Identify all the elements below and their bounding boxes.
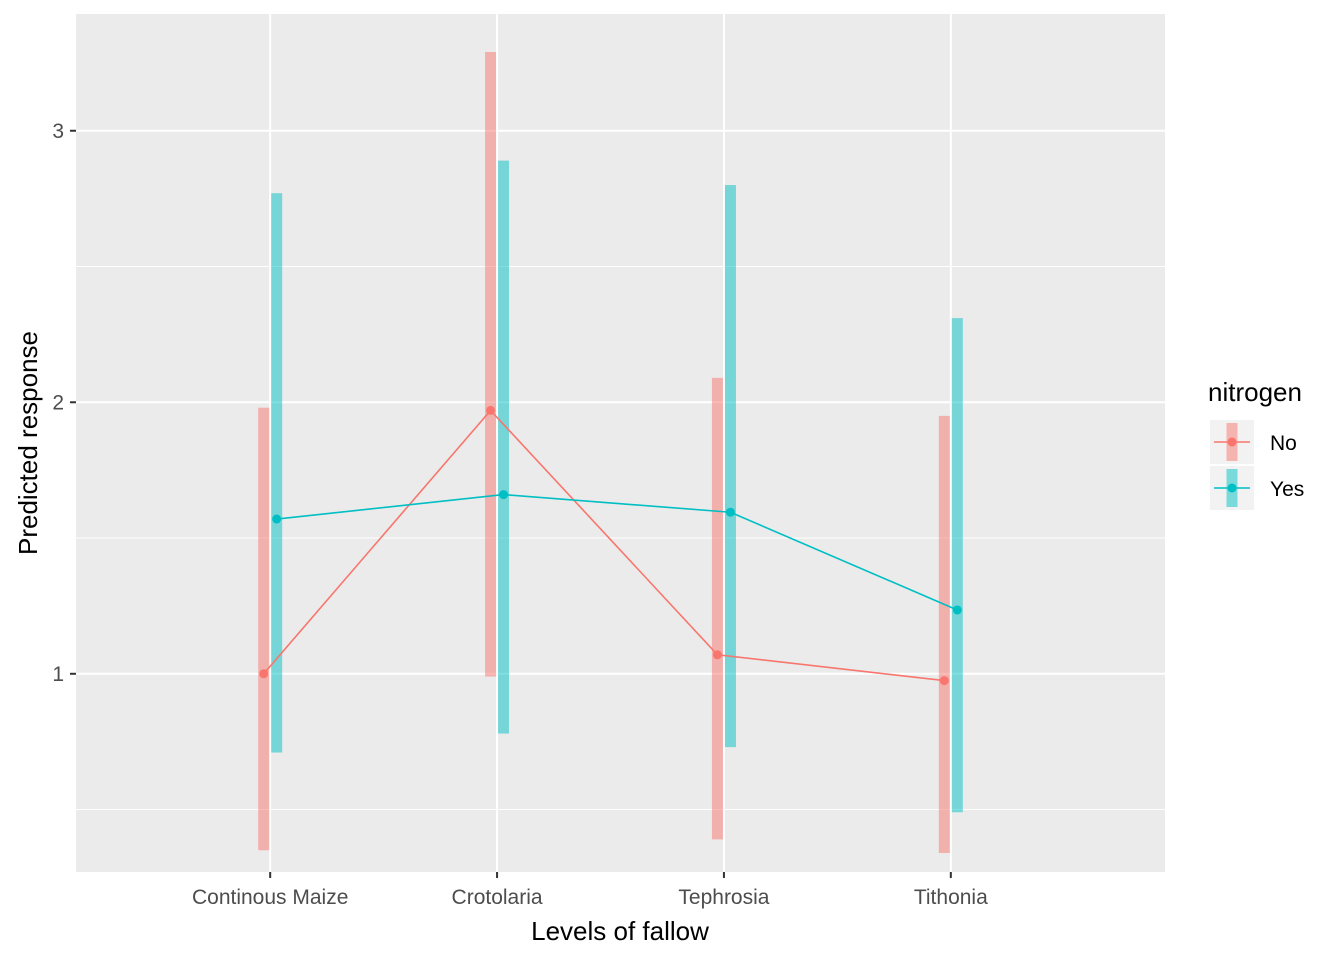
y-axis-title: Predicted response [13,331,43,555]
error-bar-no [711,377,723,840]
data-point-yes [272,514,282,524]
x-axis-title: Levels of fallow [531,916,709,946]
y-axis: 1 2 3 [52,120,76,686]
x-tick-label: Tephrosia [678,886,769,909]
error-bar-yes [271,193,283,753]
error-bar-no [938,415,950,853]
grid-major [76,14,1165,872]
legend: nitrogen No Yes [1208,377,1304,510]
error-bar-no [258,407,270,851]
data-point-yes [952,605,962,615]
error-bar-no [485,52,497,677]
legend-key-point [1227,437,1237,447]
legend-key-point [1227,483,1237,493]
legend-label-yes: Yes [1270,478,1304,501]
data-point-yes [725,507,735,517]
x-tick-label: Continous Maize [192,886,348,909]
data-point-no [939,676,949,686]
panel-background [76,14,1165,872]
series-line-yes [276,493,958,611]
x-axis: Continous Maize Crotolaria Tephrosia Tithon… [192,872,988,909]
legend-title: nitrogen [1208,377,1302,407]
legend-label-no: No [1270,432,1297,455]
legend-keys: No Yes [1210,420,1304,510]
error-bar-yes [498,160,510,734]
grid-minor [76,266,1165,811]
x-tick-label: Tithonia [914,886,988,909]
y-tick-label: 2 [52,391,64,414]
series-lines [263,409,958,682]
x-tick-label: Crotolaria [452,886,543,909]
data-point-no [712,650,722,660]
series-line-no [263,409,945,682]
data-point-no [259,669,269,679]
error-bar-yes [951,318,963,813]
y-tick-label: 3 [52,120,64,143]
error-bar-yes [724,185,736,748]
data-point-yes [499,490,509,500]
series-points [259,405,962,686]
y-tick-label: 1 [52,663,64,686]
error-bars [258,52,963,853]
data-point-no [486,405,496,415]
